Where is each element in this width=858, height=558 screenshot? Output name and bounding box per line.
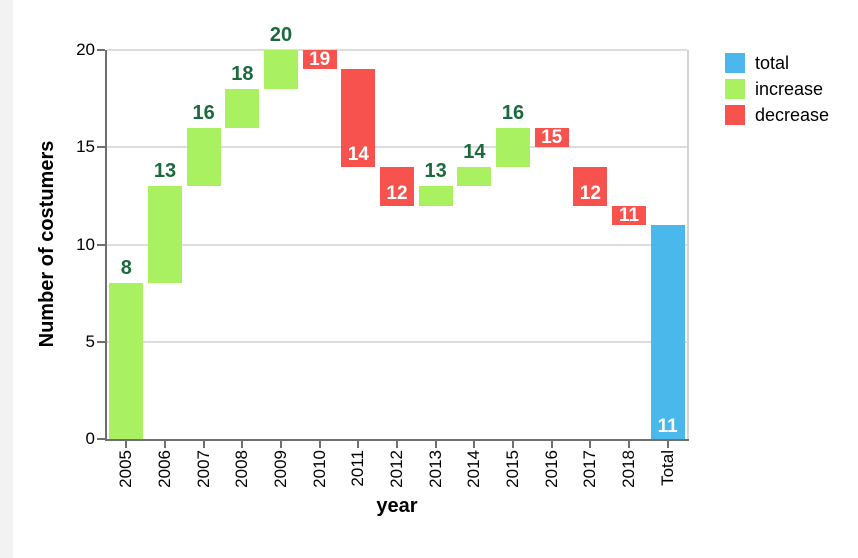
x-tick-label-2012: 2012 [387, 450, 406, 488]
x-tick-2015 [512, 441, 514, 448]
x-tick-2007 [202, 441, 205, 448]
x-tick-label-2009: 2009 [271, 450, 290, 488]
bar-label-2013: 13 [424, 160, 447, 183]
x-tick-label-2014: 2014 [464, 450, 484, 488]
bar-Total[interactable]: 11 [650, 225, 685, 439]
legend-swatch-increase [725, 79, 745, 99]
bar-2016[interactable]: 15 [534, 127, 569, 149]
x-tick-2013 [434, 441, 437, 448]
y-tick-label-15: 15 [76, 137, 95, 157]
bar-2009[interactable] [264, 50, 298, 89]
legend-label-decrease: decrease [755, 105, 830, 125]
bar-label-2014: 14 [463, 140, 486, 163]
bar-label-Total: 11 [657, 415, 678, 437]
y-tick-15 [97, 146, 105, 149]
bar-2017[interactable]: 12 [573, 166, 608, 206]
bar-label-2005: 8 [120, 257, 132, 280]
y-tick-label-10: 10 [76, 234, 95, 254]
y-tick-label-5: 5 [85, 331, 95, 351]
y-tick-label-20: 20 [76, 40, 95, 59]
x-tick-2012 [396, 441, 398, 448]
y-tick-0 [97, 438, 105, 440]
plot-right-border [687, 50, 689, 439]
bar-label-2010: 19 [309, 49, 331, 71]
gridline-y5 [107, 340, 687, 343]
bar-2012[interactable]: 12 [380, 166, 414, 206]
y-tick-label-0: 0 [85, 429, 95, 448]
x-tick-2014 [473, 441, 476, 448]
gridline-y20 [107, 49, 687, 51]
bar-2011[interactable]: 14 [341, 69, 376, 167]
x-tick-label-2011: 2011 [348, 450, 368, 487]
y-tick-5 [97, 340, 105, 343]
x-tick-Total [666, 441, 669, 448]
bar-2006[interactable] [148, 186, 182, 284]
bar-label-2007: 16 [192, 101, 215, 124]
bar-label-2009: 20 [269, 24, 293, 46]
bar-label-2015: 16 [501, 101, 525, 124]
gridline-y10 [107, 243, 687, 246]
legend-label-total: total [755, 53, 790, 73]
x-tick-2010 [318, 441, 321, 448]
x-tick-2005 [125, 441, 128, 448]
x-tick-2008 [241, 441, 244, 448]
bar-label-2018: 11 [618, 205, 640, 227]
x-tick-2018 [628, 441, 630, 448]
y-tick-10 [97, 243, 105, 246]
x-tick-label-2010: 2010 [309, 450, 329, 488]
bar-2013[interactable] [418, 186, 453, 206]
bar-label-2008: 18 [231, 62, 254, 85]
x-tick-label-2005: 2005 [116, 450, 136, 488]
legend-swatch-decrease [725, 105, 745, 125]
bar-2005[interactable] [109, 283, 144, 439]
legend-swatch-total [725, 53, 745, 73]
x-tick-2017 [589, 441, 592, 448]
x-tick-label-2018: 2018 [619, 450, 638, 488]
x-axis-title: year [376, 495, 418, 517]
y-axis-line [105, 50, 107, 441]
x-tick-label-2007: 2007 [193, 450, 213, 488]
bar-2010[interactable]: 19 [302, 49, 337, 71]
bar-label-2011: 14 [347, 143, 369, 165]
x-tick-2011 [357, 441, 360, 448]
bar-label-2016: 15 [541, 127, 563, 149]
x-tick-label-2008: 2008 [232, 450, 252, 488]
bar-label-2006: 13 [153, 160, 177, 183]
x-tick-2006 [164, 441, 166, 448]
bar-2007[interactable] [186, 127, 221, 187]
y-tick-20 [97, 49, 105, 51]
x-tick-2016 [550, 441, 553, 448]
legend-label-increase: increase [755, 79, 824, 99]
x-tick-label-2015: 2015 [503, 450, 522, 488]
x-axis-line [105, 439, 689, 441]
bar-2008[interactable] [225, 88, 260, 128]
bar-2015[interactable] [496, 127, 530, 167]
bar-label-2017: 12 [579, 182, 601, 204]
x-tick-label-2013: 2013 [425, 450, 445, 488]
bar-label-2012: 12 [386, 182, 408, 204]
page-left-margin [0, 0, 13, 558]
bar-2014[interactable] [457, 166, 492, 187]
x-tick-label-2006: 2006 [155, 450, 174, 488]
x-tick-label-2016: 2016 [541, 450, 561, 488]
x-tick-2009 [280, 441, 282, 448]
gridline-y15 [107, 146, 687, 149]
x-tick-label-2017: 2017 [580, 450, 600, 488]
bar-2018[interactable]: 11 [612, 205, 646, 227]
x-tick-label-Total: Total [657, 450, 677, 486]
